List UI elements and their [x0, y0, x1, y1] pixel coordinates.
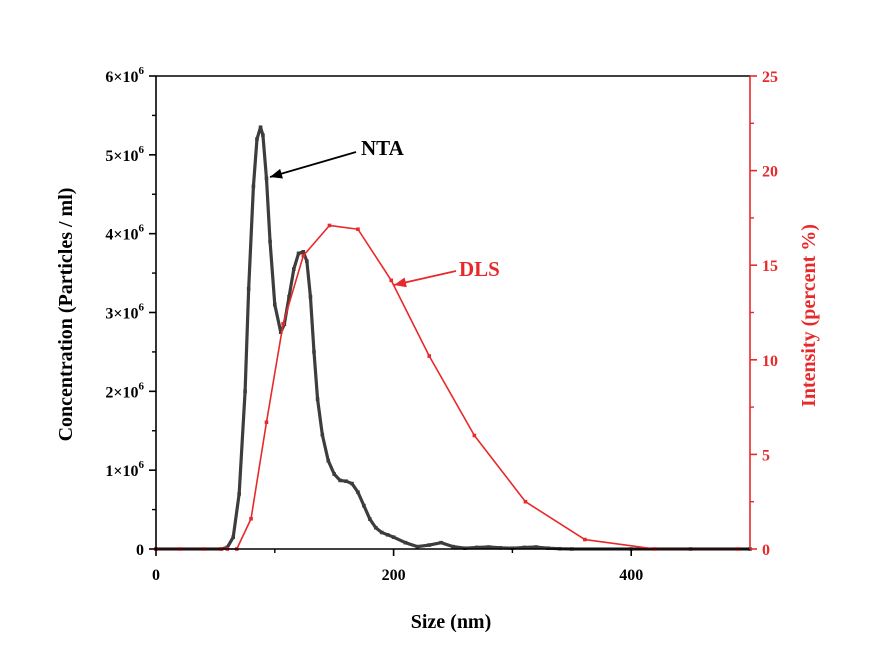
x-tick-label: 0: [152, 567, 160, 584]
nta-arrow: [269, 151, 357, 179]
y-left-tick-label: 6×106: [105, 65, 144, 86]
nta-arrow-head: [270, 168, 283, 179]
series-point-dls: [264, 420, 269, 425]
y-right-axis-title: Intensity (percent %): [798, 224, 820, 407]
x-tick-label: 400: [619, 567, 643, 584]
series-point-nta: [534, 545, 538, 549]
series-point-nta: [251, 184, 256, 189]
series-point-dls: [301, 253, 306, 258]
y-right-tick-label: 15: [762, 258, 778, 275]
tick-mantissa: 2×10: [105, 384, 138, 401]
tick-mantissa: 1×10: [105, 463, 138, 480]
series-point-nta: [385, 533, 390, 537]
series-point-nta: [427, 543, 432, 547]
tick-exponent: 6: [139, 144, 145, 156]
series-point-nta: [415, 544, 420, 549]
series-point-nta: [451, 544, 455, 549]
series-point-nta: [258, 125, 263, 130]
series-point-nta: [379, 530, 384, 535]
series-point-nta: [296, 251, 301, 256]
series-line-nta: [154, 125, 752, 551]
y-left-tick-label: 5×106: [105, 144, 144, 165]
series-point-nta: [320, 432, 325, 437]
y-left-tick-label: 1×106: [105, 459, 144, 480]
series-point-nta: [344, 479, 348, 483]
tick-mantissa: 3×10: [105, 306, 138, 323]
series-point-nta: [268, 239, 272, 244]
series-point-dls: [327, 223, 332, 228]
series-point-nta: [368, 517, 372, 521]
tick-mantissa: 6×10: [105, 69, 138, 86]
series-point-nta: [332, 472, 336, 476]
tick-exponent: 6: [139, 459, 145, 471]
tick-mantissa: 0: [136, 542, 144, 559]
y-right-tick-label: 20: [762, 164, 778, 181]
series-point-nta: [403, 540, 408, 545]
series-point-nta: [350, 481, 354, 486]
series-point-dls: [427, 354, 432, 358]
series-point-nta: [273, 302, 277, 307]
series-point-nta: [373, 525, 378, 530]
series-point-nta: [246, 287, 251, 291]
y-right-tick-label: 0: [762, 542, 770, 559]
dls-arrow: [393, 270, 457, 288]
series-point-dls: [389, 278, 394, 283]
x-tick-label: 200: [382, 567, 406, 584]
tick-exponent: 6: [139, 302, 145, 314]
series-point-nta: [255, 137, 259, 141]
series-point-nta: [308, 294, 313, 299]
series-point-nta: [231, 535, 236, 539]
series-point-dls: [523, 499, 528, 504]
series-point-dls: [472, 433, 477, 438]
nta-label: NTA: [361, 136, 405, 160]
series-point-nta: [391, 535, 396, 539]
series-point-dls: [281, 322, 285, 326]
y-left-tick-label: 4×106: [105, 223, 144, 244]
y-left-axis-title: Concentration (Particles / ml): [55, 188, 77, 442]
series-point-nta: [474, 545, 479, 550]
y-right-tick-label: 25: [762, 69, 778, 86]
series-point-nta: [264, 176, 269, 181]
series-point-nta: [292, 267, 296, 271]
series-point-nta: [312, 350, 316, 354]
tick-exponent: 6: [139, 223, 145, 235]
y-left-tick-label: 2×106: [105, 380, 144, 401]
dls-arrow-head: [394, 277, 407, 288]
series-point-nta: [362, 503, 366, 508]
series-point-dls: [583, 537, 587, 542]
tick-mantissa: 5×10: [105, 148, 138, 165]
series-point-nta: [486, 545, 491, 549]
series-point-nta: [305, 259, 309, 264]
y-left-tick-label: 0: [136, 542, 144, 559]
y-left-tick-label: 3×106: [105, 302, 144, 323]
nta-arrow-shaft: [269, 151, 357, 178]
series-point-nta: [439, 540, 443, 545]
tick-mantissa: 4×10: [105, 227, 138, 244]
series-line-dls: [155, 224, 739, 550]
series-point-nta: [301, 250, 306, 254]
series-point-nta: [338, 478, 342, 483]
series-point-nta: [261, 133, 265, 137]
series-point-nta: [356, 490, 360, 495]
series-point-dls: [249, 516, 253, 521]
series-point-nta: [522, 545, 527, 550]
series-point-nta: [278, 330, 283, 335]
y-right-tick-label: 5: [762, 447, 770, 464]
series-point-nta: [326, 458, 331, 463]
series-point-nta: [287, 294, 291, 299]
series-point-nta: [243, 389, 247, 394]
series-point-nta: [498, 546, 503, 550]
dls-label: DLS: [459, 257, 500, 281]
tick-exponent: 6: [139, 65, 145, 77]
series-point-dls: [356, 227, 360, 232]
x-axis-title: Size (nm): [411, 611, 492, 633]
y-right-tick-label: 10: [762, 353, 778, 370]
tick-exponent: 6: [139, 380, 145, 392]
series-point-nta: [315, 397, 320, 402]
series-point-nta: [237, 492, 241, 496]
